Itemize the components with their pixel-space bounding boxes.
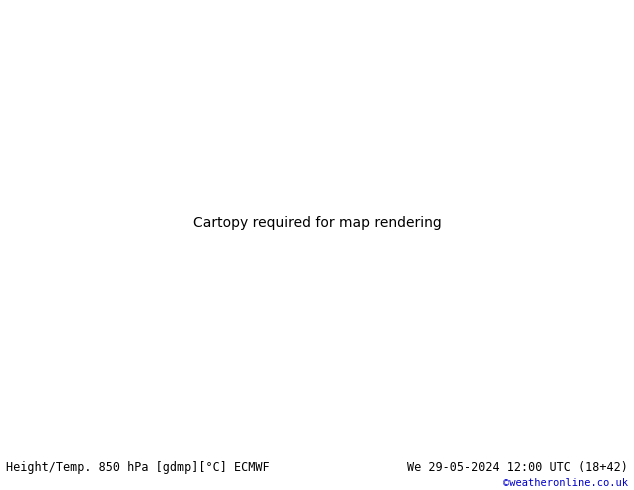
Text: Cartopy required for map rendering: Cartopy required for map rendering bbox=[193, 216, 441, 230]
Text: Height/Temp. 850 hPa [gdmp][°C] ECMWF: Height/Temp. 850 hPa [gdmp][°C] ECMWF bbox=[6, 462, 270, 474]
Text: We 29-05-2024 12:00 UTC (18+42): We 29-05-2024 12:00 UTC (18+42) bbox=[407, 462, 628, 474]
Text: ©weatheronline.co.uk: ©weatheronline.co.uk bbox=[503, 478, 628, 488]
